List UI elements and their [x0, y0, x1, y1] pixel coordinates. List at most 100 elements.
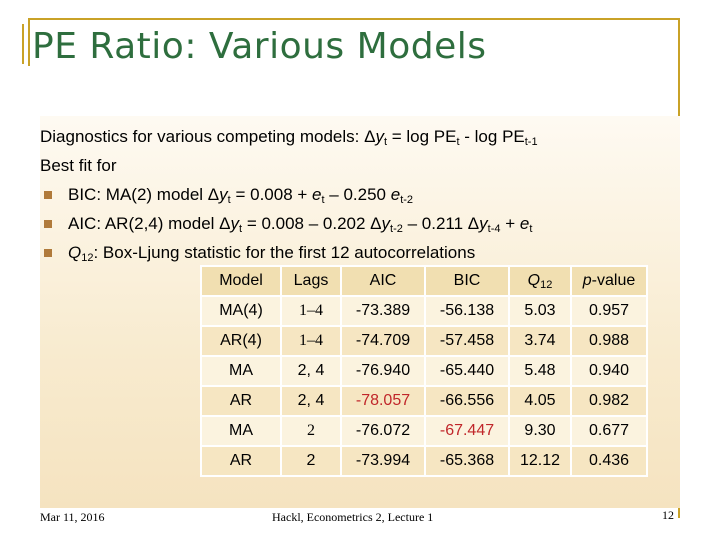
- table-row: AR 2, 4 -78.057 -66.556 4.05 0.982: [200, 385, 648, 417]
- bic-sub3: t-2: [400, 194, 414, 206]
- table-cell: -76.940: [340, 355, 426, 387]
- aic-sub3: t-4: [487, 223, 501, 235]
- table-cell: 0.957: [570, 295, 648, 327]
- intro-pre: Diagnostics for various competing models…: [40, 127, 376, 146]
- table-cell: -65.368: [424, 445, 510, 477]
- bullet-marker-icon: [44, 248, 52, 257]
- aic-y: y: [230, 214, 240, 233]
- table-cell: 9.30: [508, 415, 572, 447]
- intro-y: y: [375, 127, 384, 146]
- table-header-row: Model Lags AIC BIC Q12 p-value: [200, 265, 648, 297]
- table-row: MA(4) 1–4 -73.389 -56.138 5.03 0.957: [200, 295, 648, 327]
- bullet-q12: Q12: Box-Ljung statistic for the first 1…: [40, 238, 680, 267]
- table-cell: 0.436: [570, 445, 648, 477]
- table-row: MA 2, 4 -76.940 -65.440 5.48 0.940: [200, 355, 648, 387]
- table-row: AR(4) 1–4 -74.709 -57.458 3.74 0.988: [200, 325, 648, 357]
- col-header-model: Model: [200, 265, 282, 297]
- table-cell-highlight-aic: -78.057: [340, 385, 426, 417]
- footer-center: Hackl, Econometrics 2, Lecture 1: [272, 510, 434, 524]
- col-header-lags: Lags: [280, 265, 342, 297]
- aic-sub1: t: [239, 223, 243, 235]
- table-cell: 0.940: [570, 355, 648, 387]
- table-cell: AR: [200, 445, 282, 477]
- table-cell: -73.994: [340, 445, 426, 477]
- aic-b: = 0.008 – 0.202 Δ: [242, 214, 382, 233]
- bullet-aic: AIC: AR(2,4) model Δyt = 0.008 – 0.202 Δ…: [40, 209, 680, 238]
- intro-mid: = log PE: [387, 127, 457, 146]
- table-cell: 1–4: [280, 295, 342, 327]
- table-cell: 0.982: [570, 385, 648, 417]
- aic-e: e: [519, 214, 530, 233]
- q-letter: Q: [68, 243, 82, 262]
- aic-y2: y: [381, 214, 391, 233]
- q-header-sub: 12: [540, 279, 553, 291]
- table-cell: 5.03: [508, 295, 572, 327]
- table-cell: 2: [280, 445, 342, 477]
- col-header-q12: Q12: [508, 265, 572, 297]
- table-cell: -66.556: [424, 385, 510, 417]
- col-header-aic: AIC: [340, 265, 426, 297]
- table-cell: -76.072: [340, 415, 426, 447]
- bic-sub1: t: [227, 194, 231, 206]
- table-cell: -57.458: [424, 325, 510, 357]
- bullet-marker-icon: [44, 219, 52, 228]
- table-cell: -65.440: [424, 355, 510, 387]
- table-cell: 0.677: [570, 415, 648, 447]
- table-cell: 5.48: [508, 355, 572, 387]
- intro-mid2: - log PE: [459, 127, 525, 146]
- col-header-bic: BIC: [424, 265, 510, 297]
- col-header-pvalue: p-value: [570, 265, 648, 297]
- frame-top-border: [28, 18, 680, 20]
- aic-a: AIC: AR(2,4) model Δ: [68, 214, 231, 233]
- frame-corner-tick: [22, 24, 24, 64]
- aic-c: – 0.211 Δ: [402, 214, 480, 233]
- table-cell: AR: [200, 385, 282, 417]
- footer-page-number: 12: [662, 508, 674, 522]
- table-row: AR 2 -73.994 -65.368 12.12 0.436: [200, 445, 648, 477]
- q-sub: 12: [81, 252, 94, 264]
- bullet-bic: BIC: MA(2) model Δyt = 0.008 + et – 0.25…: [40, 180, 680, 209]
- intro-sub-t: t: [383, 136, 388, 148]
- table-cell: 2: [280, 415, 342, 447]
- slide-title: PE Ratio: Various Models: [32, 26, 487, 67]
- best-fit-label: Best fit for: [40, 156, 117, 175]
- bic-e: e: [312, 185, 322, 204]
- table-cell-highlight-bic: -67.447: [424, 415, 510, 447]
- q-header-letter: Q: [527, 272, 541, 289]
- bic-a: BIC: MA(2) model Δ: [68, 185, 220, 204]
- bullet-q12-text: Q12: Box-Ljung statistic for the first 1…: [68, 238, 475, 267]
- bullet-aic-text: AIC: AR(2,4) model Δyt = 0.008 – 0.202 Δ…: [68, 209, 532, 238]
- table-cell: -56.138: [424, 295, 510, 327]
- bic-c: – 0.250: [324, 185, 391, 204]
- slide-content: Diagnostics for various competing models…: [40, 122, 680, 267]
- table-cell: 4.05: [508, 385, 572, 417]
- bic-e2: e: [390, 185, 401, 204]
- bic-sub2: t: [321, 194, 325, 206]
- intro-line: Diagnostics for various competing models…: [40, 122, 680, 151]
- bullet-bic-text: BIC: MA(2) model Δyt = 0.008 + et – 0.25…: [68, 180, 413, 209]
- table-cell: MA: [200, 415, 282, 447]
- bic-b: = 0.008 +: [230, 185, 313, 204]
- aic-d: +: [500, 214, 520, 233]
- table-cell: 0.988: [570, 325, 648, 357]
- table-cell: -73.389: [340, 295, 426, 327]
- table-cell: 12.12: [508, 445, 572, 477]
- aic-y3: y: [479, 214, 488, 233]
- footer-date: Mar 11, 2016: [40, 510, 105, 524]
- model-diagnostics-table: Model Lags AIC BIC Q12 p-value MA(4) 1–4…: [200, 265, 648, 477]
- intro-sub-t1: t-1: [524, 136, 538, 148]
- table-cell: -74.709: [340, 325, 426, 357]
- pvalue-header-label: p-value: [582, 272, 636, 289]
- frame-left-border: [28, 18, 30, 66]
- bic-y: y: [219, 185, 228, 204]
- table-cell: 1–4: [280, 325, 342, 357]
- intro-sub-t2: t: [456, 136, 460, 148]
- q-text: : Box-Ljung statistic for the first 12 a…: [93, 243, 476, 262]
- table-cell: 3.74: [508, 325, 572, 357]
- bullet-marker-icon: [44, 190, 52, 199]
- table-cell: MA: [200, 355, 282, 387]
- table-cell: MA(4): [200, 295, 282, 327]
- aic-sub4: t: [529, 223, 533, 235]
- aic-sub2: t-2: [390, 223, 403, 235]
- table-cell: AR(4): [200, 325, 282, 357]
